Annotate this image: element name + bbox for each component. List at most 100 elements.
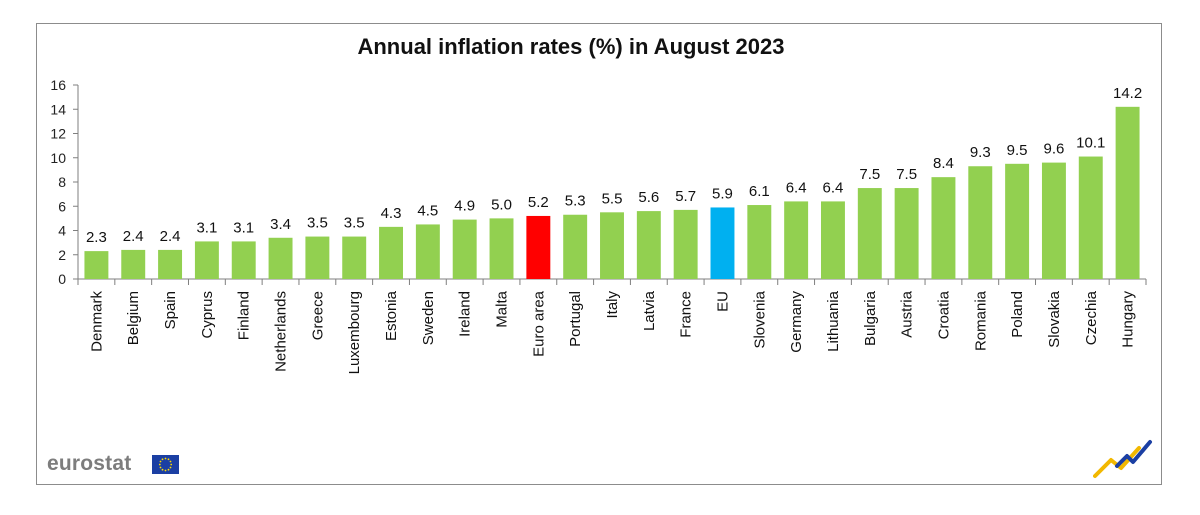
category-label: Luxembourg <box>346 291 363 374</box>
bar-sweden <box>415 224 440 279</box>
category-label: Slovenia <box>751 290 768 348</box>
bar-euro-area <box>526 215 551 279</box>
value-label: 4.5 <box>417 202 438 219</box>
y-tick-label: 16 <box>50 77 66 93</box>
category-label: Romania <box>972 290 989 351</box>
category-label: Cyprus <box>199 291 216 339</box>
value-label: 3.1 <box>233 219 254 236</box>
bar-greece <box>305 236 330 279</box>
value-label: 14.2 <box>1113 85 1142 102</box>
value-label: 2.3 <box>86 229 107 246</box>
bar-belgium <box>121 249 146 279</box>
value-label: 3.5 <box>307 215 328 232</box>
bar-malta <box>489 218 514 279</box>
eurostat-swoosh-icon <box>1093 438 1153 485</box>
category-label: Finland <box>236 291 253 340</box>
value-label: 9.3 <box>970 144 991 161</box>
bar-bulgaria <box>857 188 882 279</box>
value-label: 7.5 <box>859 166 880 183</box>
y-tick-label: 6 <box>58 198 66 214</box>
bar-poland <box>1005 163 1030 279</box>
category-label: Lithuania <box>825 290 842 352</box>
category-label: Estonia <box>383 290 400 341</box>
category-label: Euro area <box>530 290 547 357</box>
y-tick-label: 10 <box>50 150 66 166</box>
value-label: 7.5 <box>896 166 917 183</box>
bar-eu <box>710 207 735 279</box>
value-label: 10.1 <box>1076 135 1105 152</box>
bar-netherlands <box>268 237 293 279</box>
bar-romania <box>968 166 993 279</box>
category-label: Croatia <box>935 290 952 339</box>
value-label: 9.5 <box>1007 142 1028 159</box>
value-label: 3.1 <box>196 219 217 236</box>
category-label: Ireland <box>457 291 474 337</box>
category-label: Spain <box>162 291 179 329</box>
category-label: EU <box>714 291 731 312</box>
category-label: Belgium <box>125 291 142 345</box>
value-label: 8.4 <box>933 155 954 172</box>
y-tick-label: 8 <box>58 174 66 190</box>
category-label: Portugal <box>567 291 584 347</box>
value-label: 2.4 <box>123 228 144 245</box>
eurostat-logo-text: eurostat <box>47 452 132 475</box>
bar-hungary <box>1115 106 1140 279</box>
category-label: Denmark <box>88 291 105 352</box>
category-label: Bulgaria <box>862 290 879 346</box>
value-label: 3.5 <box>344 215 365 232</box>
y-tick-label: 2 <box>58 247 66 263</box>
category-label: Hungary <box>1120 291 1137 348</box>
bar-germany <box>784 201 809 279</box>
bar-slovenia <box>747 205 772 279</box>
category-label: Germany <box>788 291 805 353</box>
category-label: Austria <box>899 290 916 337</box>
value-label: 5.6 <box>638 189 659 206</box>
value-label: 5.5 <box>602 190 623 207</box>
value-label: 6.4 <box>823 179 844 196</box>
category-label: Sweden <box>420 291 437 345</box>
value-label: 5.0 <box>491 196 512 213</box>
category-label: France <box>678 291 695 338</box>
value-label: 4.9 <box>454 198 475 215</box>
category-label: Greece <box>309 291 326 340</box>
category-label: Poland <box>1009 291 1026 338</box>
y-tick-label: 4 <box>58 223 66 239</box>
eu-flag-icon <box>152 455 179 474</box>
category-label: Slovakia <box>1046 290 1063 347</box>
category-label: Czechia <box>1083 290 1100 345</box>
value-label: 5.3 <box>565 193 586 210</box>
value-label: 5.2 <box>528 194 549 211</box>
value-label: 3.4 <box>270 216 291 233</box>
bar-austria <box>894 188 919 279</box>
value-label: 6.1 <box>749 183 770 200</box>
category-label: Latvia <box>641 290 658 331</box>
bar-slovakia <box>1041 162 1066 279</box>
value-label: 9.6 <box>1044 141 1065 158</box>
category-label: Malta <box>494 290 511 327</box>
value-label: 4.3 <box>381 205 402 222</box>
bar-denmark <box>84 251 109 279</box>
chart-title: Annual inflation rates (%) in August 202… <box>357 34 785 59</box>
bar-ireland <box>452 219 477 279</box>
bar-cyprus <box>194 241 219 279</box>
y-tick-label: 14 <box>50 101 66 117</box>
bar-italy <box>600 212 624 279</box>
bar-lithuania <box>820 201 845 279</box>
bar-france <box>673 209 698 279</box>
bar-estonia <box>379 226 404 279</box>
bar-spain <box>158 249 183 279</box>
bar-finland <box>231 241 256 279</box>
y-tick-label: 12 <box>50 126 66 142</box>
category-label: Netherlands <box>273 291 290 372</box>
bar-latvia <box>636 211 661 279</box>
bar-luxembourg <box>342 236 367 279</box>
bar-portugal <box>563 214 588 279</box>
category-label: Italy <box>604 291 621 319</box>
y-tick-label: 0 <box>58 271 66 287</box>
value-label: 6.4 <box>786 179 807 196</box>
value-label: 5.9 <box>712 185 733 202</box>
value-label: 2.4 <box>160 228 181 245</box>
value-label: 5.7 <box>675 188 696 205</box>
bar-czechia <box>1078 156 1103 279</box>
